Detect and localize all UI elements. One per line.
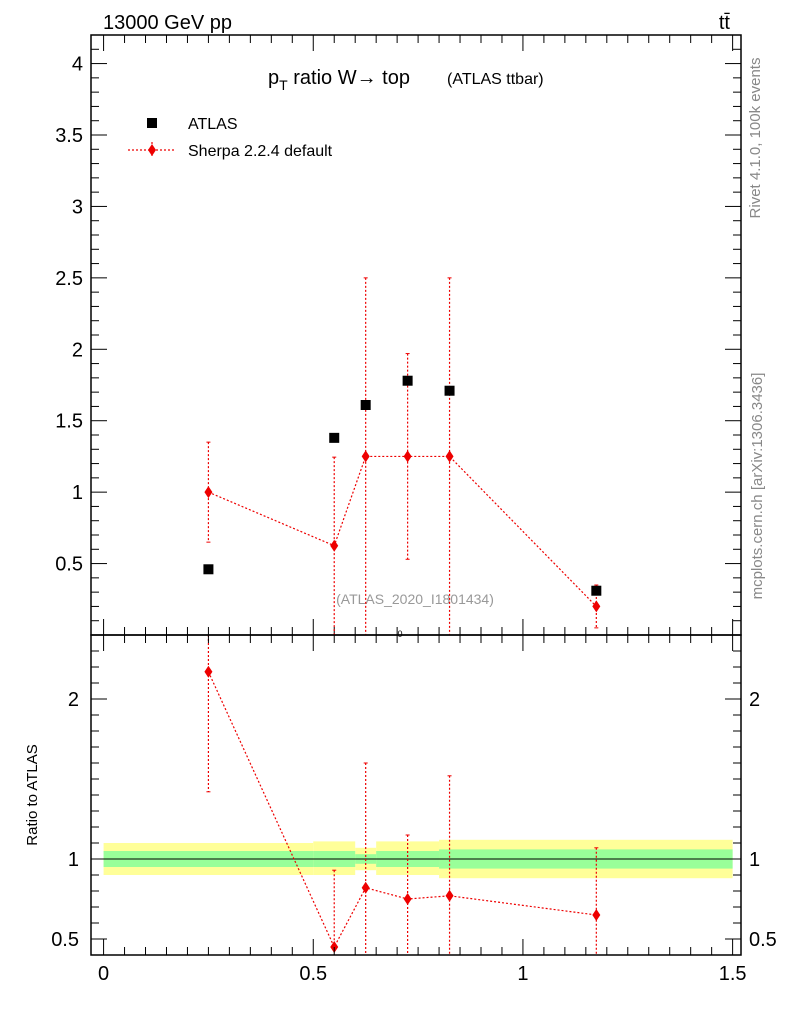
ratio-panel: 0.5 0.5 1 1 2 2 0 0.5 1 1.5 Ratio to ATLAS bbox=[24, 634, 777, 985]
plot-title: pT ratio W→ top bbox=[268, 67, 410, 93]
main-ytick-label: 3 bbox=[72, 196, 83, 218]
atlas-point bbox=[444, 385, 455, 396]
ratio-xtick-label: 0.5 bbox=[299, 963, 327, 985]
ratio-point bbox=[445, 889, 454, 902]
title-sub: T bbox=[279, 77, 288, 93]
main-ytick-label: 1 bbox=[72, 482, 83, 504]
sherpa-point bbox=[445, 450, 454, 463]
ratio-xtick-label: 0 bbox=[98, 963, 109, 985]
energy-label: 13000 GeV pp bbox=[103, 12, 232, 34]
ratio-ytick-label-right: 0.5 bbox=[749, 929, 777, 951]
ratio-frame bbox=[90, 634, 742, 956]
ratio-y-label: Ratio to ATLAS bbox=[24, 744, 41, 845]
sherpa-series-line bbox=[208, 455, 597, 607]
main-data-layer bbox=[203, 277, 602, 635]
ratio-series-line bbox=[207, 671, 597, 949]
title-rest: ratio W→ top bbox=[288, 67, 410, 89]
main-ytick-label: 0.5 bbox=[55, 554, 83, 576]
sherpa-point bbox=[204, 486, 213, 499]
process-label: tt̄ bbox=[719, 12, 731, 34]
legend: ATLAS Sherpa 2.2.4 default bbox=[128, 116, 333, 160]
mcplots-label: mcplots.cern.ch [arXiv:1306.3436] bbox=[749, 373, 766, 600]
legend-sherpa-marker bbox=[148, 144, 156, 156]
main-y-axis: 0.5 1 1.5 2 2.5 3 3.5 4 bbox=[55, 48, 741, 622]
atlas-point bbox=[203, 564, 214, 575]
ratio-ytick-label-right: 2 bbox=[749, 689, 760, 711]
main-ytick-label: 4 bbox=[72, 54, 83, 76]
analysis-watermark: (ATLAS_2020_I1801434) bbox=[336, 591, 494, 607]
atlas-point bbox=[360, 400, 371, 410]
ratio-xtick-label: 1 bbox=[517, 963, 528, 985]
ratio-xtick-label: 1.5 bbox=[719, 963, 747, 985]
atlas-point bbox=[329, 432, 340, 443]
legend-atlas-marker bbox=[147, 118, 157, 128]
ratio-ytick-label-right: 1 bbox=[749, 849, 760, 871]
sherpa-point bbox=[330, 539, 339, 552]
title-p: p bbox=[268, 67, 279, 89]
ratio-ytick-label-left: 1 bbox=[68, 849, 79, 871]
atlas-point bbox=[402, 375, 413, 386]
atlas-point bbox=[591, 585, 602, 596]
rivet-version-label: Rivet 4.1.0, 100k events bbox=[747, 58, 764, 219]
main-ytick-label: 2.5 bbox=[55, 268, 83, 290]
ratio-point bbox=[361, 881, 370, 894]
main-ytick-label: 1.5 bbox=[55, 411, 83, 433]
main-ytick-label: 2 bbox=[72, 339, 83, 361]
ratio-data-layer bbox=[204, 635, 601, 955]
main-zero-label: 0 bbox=[397, 629, 402, 639]
main-x-ticks bbox=[103, 35, 734, 635]
sherpa-point bbox=[361, 450, 370, 463]
ratio-point bbox=[592, 909, 601, 921]
main-ytick-label: 3.5 bbox=[55, 125, 83, 147]
main-panel: 0.5 1 1.5 2 2.5 3 3.5 4 0 pT ratio W→ top (ATLA… bbox=[55, 34, 742, 639]
ratio-x-axis: 0 0.5 1 1.5 bbox=[98, 635, 747, 985]
plot-title-detail: (ATLAS ttbar) bbox=[447, 71, 544, 88]
legend-sherpa-label: Sherpa 2.2.4 default bbox=[188, 143, 333, 160]
ratio-ytick-label-left: 0.5 bbox=[51, 929, 79, 951]
ratio-point bbox=[403, 893, 412, 905]
ratio-point bbox=[204, 665, 213, 678]
sherpa-point bbox=[592, 600, 601, 613]
ratio-y-axis: 0.5 0.5 1 1 2 2 bbox=[51, 650, 777, 951]
ratio-ytick-label-left: 2 bbox=[68, 689, 79, 711]
sherpa-point bbox=[403, 450, 412, 463]
legend-atlas-label: ATLAS bbox=[188, 116, 238, 133]
